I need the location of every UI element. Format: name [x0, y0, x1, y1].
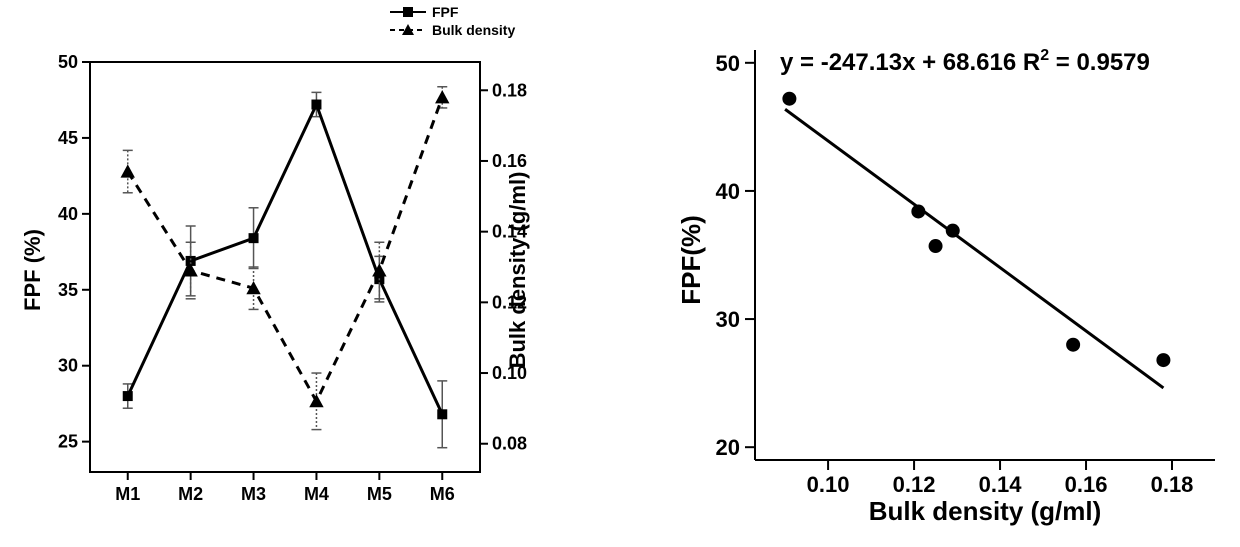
svg-text:0.18: 0.18	[1151, 472, 1194, 497]
right-x-axis-label: Bulk density (g/ml)	[869, 496, 1102, 526]
right-y-axis-label: FPF(%)	[676, 215, 706, 305]
svg-text:0.14: 0.14	[979, 472, 1023, 497]
left-plot-border	[90, 62, 480, 472]
svg-text:M4: M4	[304, 484, 329, 504]
left-y-axis: 25 30 35 40 45 50	[58, 52, 90, 452]
svg-text:M6: M6	[430, 484, 455, 504]
legend-fpf-label: FPF	[432, 4, 459, 20]
svg-text:0.18: 0.18	[492, 80, 527, 100]
svg-text:M2: M2	[178, 484, 203, 504]
scatter-points	[782, 92, 1170, 367]
svg-text:0.16: 0.16	[1065, 472, 1108, 497]
svg-text:0.08: 0.08	[492, 434, 527, 454]
left-chart-svg: 253035404550 FPF (%) 0.080.100.120.140.1…	[10, 0, 540, 547]
legend-fpf-marker	[403, 7, 413, 17]
svg-text:45: 45	[58, 128, 78, 148]
left-x-axis: M1 M2 M3 M4 M5 M6	[115, 472, 455, 504]
svg-text:0.10: 0.10	[807, 472, 850, 497]
right-y-axis-label: Bulk density (g/ml)	[505, 172, 530, 369]
svg-text:40: 40	[58, 204, 78, 224]
legend-bd-label: Bulk density	[432, 22, 515, 38]
legend: FPF Bulk density	[390, 4, 515, 38]
left-dual-axis-chart: 253035404550 FPF (%) 0.080.100.120.140.1…	[10, 0, 540, 547]
svg-text:30: 30	[58, 356, 78, 376]
right-scatter-chart: 20 30 40 50 FPF(%) 0.10 0.12 0.14 0.16 0.18 Bul…	[660, 0, 1230, 547]
svg-text:50: 50	[716, 51, 740, 76]
svg-text:0.12: 0.12	[893, 472, 936, 497]
right-chart-svg: 20 30 40 50 FPF(%) 0.10 0.12 0.14 0.16 0.18 Bul…	[660, 0, 1230, 547]
svg-text:M5: M5	[367, 484, 392, 504]
fit-line	[785, 109, 1163, 388]
svg-text:0.16: 0.16	[492, 151, 527, 171]
svg-text:50: 50	[58, 52, 78, 72]
svg-text:40: 40	[716, 179, 740, 204]
svg-text:25: 25	[58, 432, 78, 452]
right-x-ticks: 0.10 0.12 0.14 0.16 0.18	[807, 460, 1194, 497]
svg-text:20: 20	[716, 435, 740, 460]
svg-text:30: 30	[716, 307, 740, 332]
svg-text:M1: M1	[115, 484, 140, 504]
svg-text:M3: M3	[241, 484, 266, 504]
left-y-axis-label: FPF (%)	[20, 229, 45, 311]
right-y-ticks: 20 30 40 50	[716, 51, 755, 460]
series-bulk-density	[121, 87, 450, 430]
left-plot-area	[90, 62, 480, 472]
svg-text:35: 35	[58, 280, 78, 300]
equation-text: y = -247.13x + 68.616 R2 = 0.9579	[780, 47, 1150, 76]
series-fpf	[123, 92, 448, 447]
